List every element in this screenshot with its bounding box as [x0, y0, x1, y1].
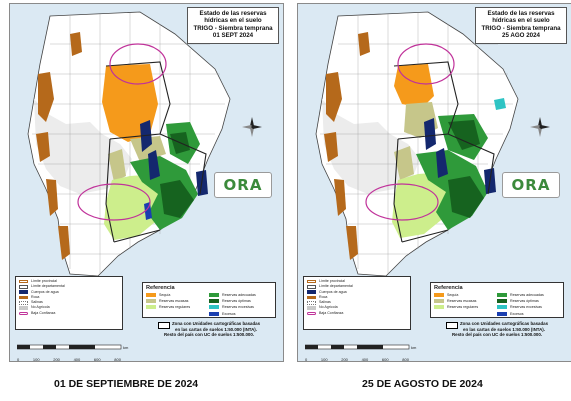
legend-item: Reservas escasas	[146, 298, 209, 304]
legend-item: Reservas adecuadas	[209, 292, 272, 297]
argentina-map	[27, 11, 231, 277]
legend-row: Límite departamental	[19, 284, 119, 289]
province-boundaries	[105, 61, 207, 243]
zone-box-icon	[445, 322, 458, 329]
legend-row: Roca	[307, 295, 407, 300]
legend-item: Reservas óptimas	[497, 298, 560, 304]
scale-bar: km 0 100 200 400 600 800	[304, 338, 425, 361]
ora-logo: ORA	[502, 172, 560, 198]
rock-areas	[324, 32, 370, 260]
legend-row: Límite departamental	[307, 284, 407, 289]
legend-item	[146, 311, 209, 316]
legend-row: Cuerpos de agua	[19, 290, 119, 295]
excessive-reserves	[494, 98, 506, 110]
legend-item: Sequía	[434, 292, 497, 297]
legend-item: Excesos	[497, 311, 560, 316]
map-panel-left: Estado de las reservas hídricas en el su…	[9, 3, 284, 362]
legend-row: No Agrícola	[307, 305, 407, 310]
reserves-legend: Referencia Sequía Reservas adecuadas Res…	[430, 282, 564, 318]
compass-icon	[242, 117, 262, 137]
title-date: 25 AGO 2024	[502, 32, 540, 40]
scale-bar-graphic: km	[16, 344, 129, 350]
legend-item: Sequía	[146, 292, 209, 297]
scale-ticks: 0 100 200 400 600 800	[305, 357, 409, 362]
scale-unit: km	[123, 345, 129, 350]
argentina-map	[315, 11, 519, 277]
regular-reserves	[392, 172, 456, 238]
legend-row: Cuerpos de agua	[307, 290, 407, 295]
zone-box-icon	[157, 322, 170, 329]
legend-item: Reservas excesivas	[209, 305, 272, 310]
caption-right: 25 DE AGOSTO DE 2024	[362, 378, 483, 390]
scale-ticks: 0 100 200 400 600 800	[17, 357, 121, 362]
title-date: 01 SEPT 2024	[212, 32, 254, 40]
legend-item: Reservas adecuadas	[497, 292, 560, 297]
legend-item: Reservas regulares	[146, 305, 209, 310]
legend-row: Límite provincial	[19, 279, 119, 284]
water-bodies	[424, 118, 496, 194]
legend-item	[434, 311, 497, 316]
map-title-box: Estado de las reservas hídricas en el su…	[475, 7, 567, 44]
legend-row: No Agrícola	[19, 305, 119, 310]
legend-item: Excesos	[209, 311, 272, 316]
title-line: hídricas en el suelo	[492, 17, 550, 25]
legend-row: Baja Confianza	[307, 311, 407, 316]
drought-zone	[394, 64, 434, 108]
zone-note: Zona con Unidades cartográficas basadas e…	[430, 321, 564, 357]
map-panel-right: Estado de las reservas hídricas en el su…	[297, 3, 571, 362]
legend-row: Salinas	[19, 300, 119, 305]
rock-areas	[36, 32, 82, 260]
zone-note-rest: Resto del país con UC de suelos 1:500.00…	[451, 332, 543, 338]
legend-row: Roca	[19, 295, 119, 300]
legend-item: Reservas óptimas	[209, 298, 272, 304]
legend-row: Salinas	[307, 300, 407, 305]
land-mass	[315, 11, 519, 277]
scale-bar-graphic: km	[304, 344, 417, 350]
scale-bar: km 0 100 200 400 600 800	[16, 338, 137, 361]
boundary-legend: Límite provincial Límite departamental C…	[15, 276, 123, 330]
legend-item: Reservas regulares	[434, 305, 497, 310]
boundary-legend: Límite provincial Límite departamental C…	[303, 276, 411, 330]
title-line: TRIGO - Siembra temprana	[481, 24, 561, 32]
optimal-reserves	[448, 120, 484, 218]
map-title-box: Estado de las reservas hídricas en el su…	[187, 7, 279, 44]
title-line: Estado de las reservas	[199, 10, 267, 17]
legend-row: Baja Confianza	[19, 311, 119, 316]
ora-logo: ORA	[214, 172, 272, 198]
excess-areas	[144, 202, 152, 220]
title-line: hídricas en el suelo	[204, 17, 262, 25]
zone-note: Zona con Unidades cartográficas basadas e…	[142, 321, 276, 357]
zone-note-rest: Resto del país con UC de suelos 1:500.00…	[163, 332, 255, 338]
legend-item: Reservas escasas	[434, 298, 497, 304]
caption-left: 01 DE SEPTIEMBRE DE 2024	[54, 378, 199, 390]
low-confidence-zones	[365, 43, 455, 221]
legend-item: Reservas excesivas	[497, 305, 560, 310]
reserves-legend: Referencia Sequía Reservas adecuadas Res…	[142, 282, 276, 318]
scarce-reserves	[108, 136, 166, 182]
title-line: TRIGO - Siembra temprana	[193, 24, 273, 32]
compass-icon	[530, 117, 550, 137]
legend-heading: Referencia	[146, 285, 175, 291]
province-boundaries	[393, 61, 495, 243]
scale-unit: km	[411, 345, 417, 350]
legend-row: Límite provincial	[307, 279, 407, 284]
title-line: Estado de las reservas	[487, 10, 555, 17]
low-confidence-zones	[77, 43, 167, 221]
legend-heading: Referencia	[434, 285, 463, 291]
